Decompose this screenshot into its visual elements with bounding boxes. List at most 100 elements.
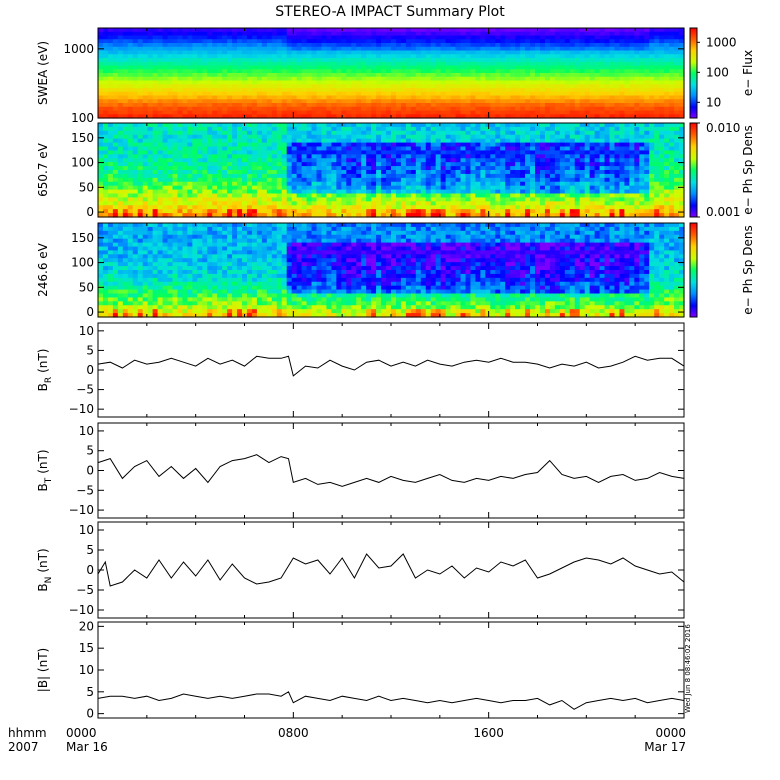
heatmap-cell [400,197,407,202]
heatmap-cell [654,76,660,82]
heatmap-cell [450,205,457,210]
heatmap-cell [137,201,144,206]
heatmap-cell [594,95,601,100]
heatmap-cell [102,88,109,93]
heatmap-cell [212,150,218,155]
heatmap-cell [376,76,382,82]
heatmap-cell [649,54,655,59]
heatmap-cell [341,103,347,108]
heatmap-cell [107,54,114,59]
heatmap-cell [316,173,323,179]
heatmap-cell [505,134,511,140]
heatmap-cell [554,43,561,48]
heatmap-cell [574,54,581,59]
heatmap-cell [435,103,442,108]
heatmap-cell [530,158,536,163]
heatmap-cell [480,146,486,152]
heatmap-cell [679,76,685,82]
heatmap-cell [361,28,367,33]
heatmap-cell [256,76,263,82]
heatmap-cell [569,84,576,89]
heatmap-cell [510,197,516,202]
heatmap-cell [341,50,347,55]
heatmap-cell [256,99,263,104]
heatmap-cell [117,205,124,210]
heatmap-cell [321,84,328,89]
heatmap-cell [400,177,407,183]
heatmap-cell [316,65,323,70]
heatmap-cell [614,95,621,100]
heatmap-cell [197,166,203,171]
heatmap-cell [440,106,447,112]
heatmap-cell [664,103,670,108]
heatmap-cell [455,65,462,70]
heatmap-cell [420,39,427,44]
heatmap-cell [321,88,328,93]
heatmap-cell [341,65,347,70]
heatmap-cell [356,95,362,100]
heatmap-cell [495,189,501,195]
heatmap-cell [470,197,477,202]
heatmap-cell [187,58,193,63]
heatmap-cell [669,58,675,63]
heatmap-cell [281,114,288,119]
heatmap-cell [182,69,188,74]
heatmap-cell [584,80,591,85]
heatmap-cell [505,130,511,136]
heatmap-cell [242,209,248,214]
heatmap-cell [395,197,402,202]
heatmap-cell [584,65,591,70]
heatmap-cell [465,99,472,104]
heatmap-cell [222,123,228,128]
heatmap-cell [559,80,566,85]
heatmap-cell [296,158,303,163]
heatmap-cell [559,54,566,59]
heatmap-cell [167,134,174,140]
heatmap-cell [455,103,462,108]
heatmap-cell [445,69,452,74]
heatmap-cell [515,61,521,67]
heatmap-cell [539,80,546,85]
heatmap-cell [654,84,660,89]
heatmap-cell [172,69,179,74]
heatmap-cell [351,130,357,136]
heatmap-cell [326,28,333,33]
heatmap-cell [649,114,655,119]
heatmap-cell [351,88,357,93]
heatmap-cell [192,31,198,37]
heatmap-cell [217,65,223,70]
heatmap-cell [242,50,248,55]
heatmap-cell [629,35,635,40]
heatmap-cell [435,69,442,74]
heatmap-cell [391,103,397,108]
heatmap-cell [490,126,496,132]
heatmap-cell [127,91,134,97]
heatmap-cell [227,54,233,59]
heatmap-cell [579,50,586,55]
heatmap-cell [98,170,104,175]
heatmap-cell [326,95,333,100]
heatmap-cell [172,185,179,191]
heatmap-cell [520,106,526,112]
heatmap-cell [336,181,342,187]
heatmap-cell [251,61,258,67]
heatmap-cell [515,213,521,218]
heatmap-cell [122,80,129,85]
heatmap-cell [579,88,586,93]
heatmap-cell [535,35,541,40]
heatmap-cell [237,110,243,115]
heatmap-cell [445,154,452,159]
heatmap-cell [276,146,283,152]
heatmap-cell [172,150,179,155]
heatmap-cell [410,91,417,97]
heatmap-cell [192,95,198,100]
heatmap-cell [237,134,243,140]
heatmap-cell [664,54,670,59]
heatmap-cell [242,197,248,202]
heatmap-cell [440,185,447,191]
heatmap-cell [281,110,288,115]
heatmap-cell [356,181,362,187]
heatmap-cell [291,189,298,195]
heatmap-cell [227,61,233,67]
heatmap-cell [197,31,203,37]
